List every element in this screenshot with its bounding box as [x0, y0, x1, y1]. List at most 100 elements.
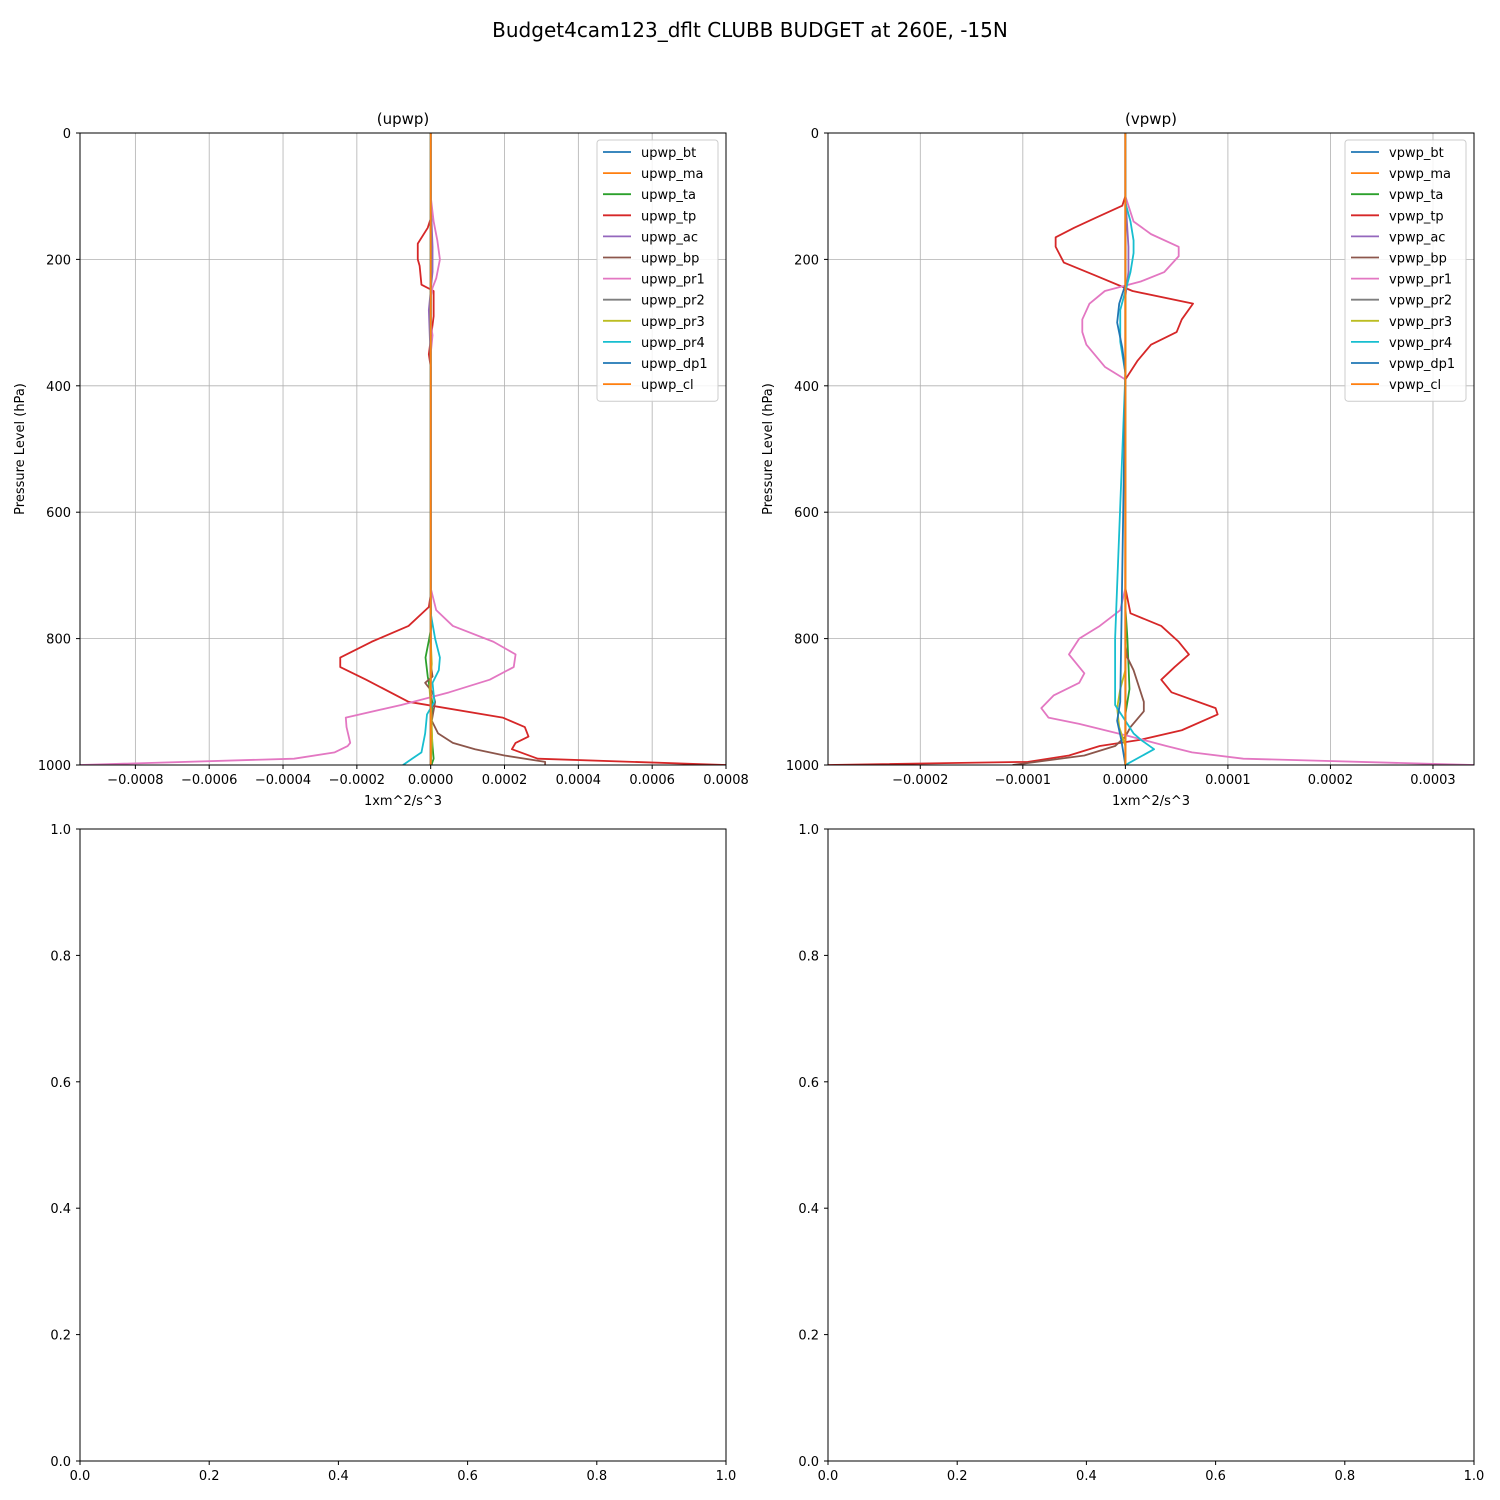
ticks: 0.0 0.2 0.4 0.6 0.8 1.0 0.0 0.2 0.4 0.6 0.8 1.0 [50, 823, 736, 1484]
x-tick-label: 1.0 [1464, 1469, 1485, 1484]
x-tick-label: 0.0002 [482, 773, 528, 788]
y-tick-label: 0.4 [50, 1202, 71, 1217]
legend: vpwp_bt vpwp_ma vpwp_ta vpwp_tp vpwp_ac vpwp_… [1344, 139, 1467, 402]
legend-entry-vpwp_ac: vpwp_ac [1389, 230, 1445, 245]
x-tick-label: −0.0004 [255, 773, 311, 788]
x-tick-label: 0.0006 [629, 773, 675, 788]
panels: −0.0008 −0.0006 −0.0004 −0.0002 0.0000 0.0002… [13, 110, 1484, 1484]
y-tick-label: 1.0 [50, 823, 71, 838]
x-tick-label: 0.0000 [408, 773, 454, 788]
x-tick-label: −0.0002 [892, 773, 948, 788]
plot-frame [79, 132, 727, 766]
panel-4: 0.0 0.2 0.4 0.6 0.8 1.0 0.0 0.2 0.4 0.6 0.8 1.0 [798, 823, 1484, 1484]
y-tick-label: 600 [46, 506, 71, 521]
x-tick-label: 0.0008 [703, 773, 749, 788]
x-axis-label: 1xm^2/s^3 [1112, 794, 1190, 809]
legend-entry-vpwp_pr2: vpwp_pr2 [1389, 294, 1452, 309]
x-tick-label: −0.0006 [181, 773, 237, 788]
x-tick-label: 0.0001 [1205, 773, 1251, 788]
legend-entry-vpwp_pr1: vpwp_pr1 [1389, 273, 1452, 288]
legend: upwp_bt upwp_ma upwp_ta upwp_tp upwp_ac upwp_… [596, 139, 719, 402]
x-tick-label: 0.2 [947, 1469, 968, 1484]
x-tick-label: 0.4 [328, 1469, 349, 1484]
legend-box [1344, 139, 1467, 402]
series-line-vpwp_dp1 [1116, 133, 1127, 765]
x-tick-label: 0.8 [1334, 1469, 1355, 1484]
x-tick-label: 0.0003 [1410, 773, 1456, 788]
legend-entry-vpwp_bt: vpwp_bt [1389, 146, 1444, 161]
legend-entry-upwp_dp1: upwp_dp1 [641, 357, 708, 372]
legend-entry-upwp_pr3: upwp_pr3 [641, 315, 705, 330]
y-tick-label: 0 [63, 127, 71, 142]
x-tick-label: 0.0 [70, 1469, 91, 1484]
panel-2: −0.0002 −0.0001 0.0000 0.0001 0.0002 0.0003 0 2… [761, 110, 1475, 809]
y-tick-label: 200 [46, 253, 71, 268]
legend-box [596, 139, 719, 402]
legend-entry-vpwp_ta: vpwp_ta [1389, 188, 1443, 203]
y-tick-label: 400 [46, 380, 71, 395]
series-line-vpwp_bp [1012, 133, 1145, 765]
panel-3: 0.0 0.2 0.4 0.6 0.8 1.0 0.0 0.2 0.4 0.6 0.8 1.0 [50, 823, 736, 1484]
y-tick-label: 0.6 [798, 1076, 819, 1091]
x-tick-label: 0.0004 [556, 773, 602, 788]
series-group [828, 133, 1474, 765]
legend-entry-upwp_pr4: upwp_pr4 [641, 336, 705, 351]
legend-entry-upwp_bp: upwp_bp [641, 252, 699, 267]
y-tick-label: 0.8 [50, 949, 71, 964]
x-tick-label: −0.0001 [995, 773, 1051, 788]
legend-entry-upwp_bt: upwp_bt [641, 146, 696, 161]
x-tick-label: 0.6 [457, 1469, 478, 1484]
panel-title: (vpwp) [1125, 110, 1177, 128]
legend-entry-upwp_tp: upwp_tp [641, 209, 696, 224]
plot-frame [827, 828, 1475, 1462]
y-tick-label: 1000 [38, 759, 71, 774]
panel-title: (upwp) [377, 110, 430, 128]
x-tick-label: 0.0 [818, 1469, 839, 1484]
y-tick-label: 800 [794, 633, 819, 648]
ticks: −0.0002 −0.0001 0.0000 0.0001 0.0002 0.0003 0 2… [786, 127, 1456, 788]
legend-entry-upwp_pr1: upwp_pr1 [641, 273, 705, 288]
y-tick-label: 0.0 [798, 1455, 819, 1470]
y-axis-label: Pressure Level (hPa) [761, 383, 776, 515]
x-tick-label: 0.4 [1076, 1469, 1097, 1484]
legend-entry-vpwp_cl: vpwp_cl [1389, 378, 1441, 393]
legend-entry-vpwp_tp: vpwp_tp [1389, 209, 1444, 224]
x-tick-label: 0.2 [199, 1469, 220, 1484]
y-tick-label: 0.2 [798, 1329, 819, 1344]
y-tick-label: 200 [794, 253, 819, 268]
legend-entry-vpwp_ma: vpwp_ma [1389, 167, 1451, 182]
panel-1: −0.0008 −0.0006 −0.0004 −0.0002 0.0000 0.0002… [13, 110, 749, 809]
y-tick-label: 0.8 [798, 949, 819, 964]
legend-entry-upwp_ma: upwp_ma [641, 167, 704, 182]
plot-frame [79, 828, 727, 1462]
y-tick-label: 0.0 [50, 1455, 71, 1470]
legend-entry-upwp_ac: upwp_ac [641, 230, 698, 245]
y-tick-label: 600 [794, 506, 819, 521]
x-tick-label: −0.0002 [329, 773, 385, 788]
x-axis-label: 1xm^2/s^3 [364, 794, 442, 809]
legend-entry-vpwp_pr4: vpwp_pr4 [1389, 336, 1452, 351]
legend-entry-vpwp_dp1: vpwp_dp1 [1389, 357, 1455, 372]
series-group [80, 133, 726, 765]
y-tick-label: 0.4 [798, 1202, 819, 1217]
y-tick-label: 1.0 [798, 823, 819, 838]
y-tick-label: 0.6 [50, 1076, 71, 1091]
series-line-upwp_pr4 [402, 133, 441, 765]
series-line-upwp_tp [339, 133, 726, 765]
ticks: −0.0008 −0.0006 −0.0004 −0.0002 0.0000 0.0002… [38, 127, 749, 788]
ticks: 0.0 0.2 0.4 0.6 0.8 1.0 0.0 0.2 0.4 0.6 0.8 1.0 [798, 823, 1484, 1484]
x-tick-label: 0.0000 [1103, 773, 1149, 788]
legend-entry-upwp_pr2: upwp_pr2 [641, 294, 705, 309]
legend-entry-vpwp_bp: vpwp_bp [1389, 252, 1447, 267]
y-tick-label: 0.2 [50, 1329, 71, 1344]
y-tick-label: 1000 [786, 759, 819, 774]
y-tick-label: 400 [794, 380, 819, 395]
y-tick-label: 0 [811, 127, 819, 142]
legend-entry-upwp_ta: upwp_ta [641, 188, 696, 203]
x-tick-label: 0.8 [586, 1469, 607, 1484]
x-tick-label: 1.0 [716, 1469, 737, 1484]
plot-frame [827, 132, 1475, 766]
x-tick-label: 0.6 [1205, 1469, 1226, 1484]
